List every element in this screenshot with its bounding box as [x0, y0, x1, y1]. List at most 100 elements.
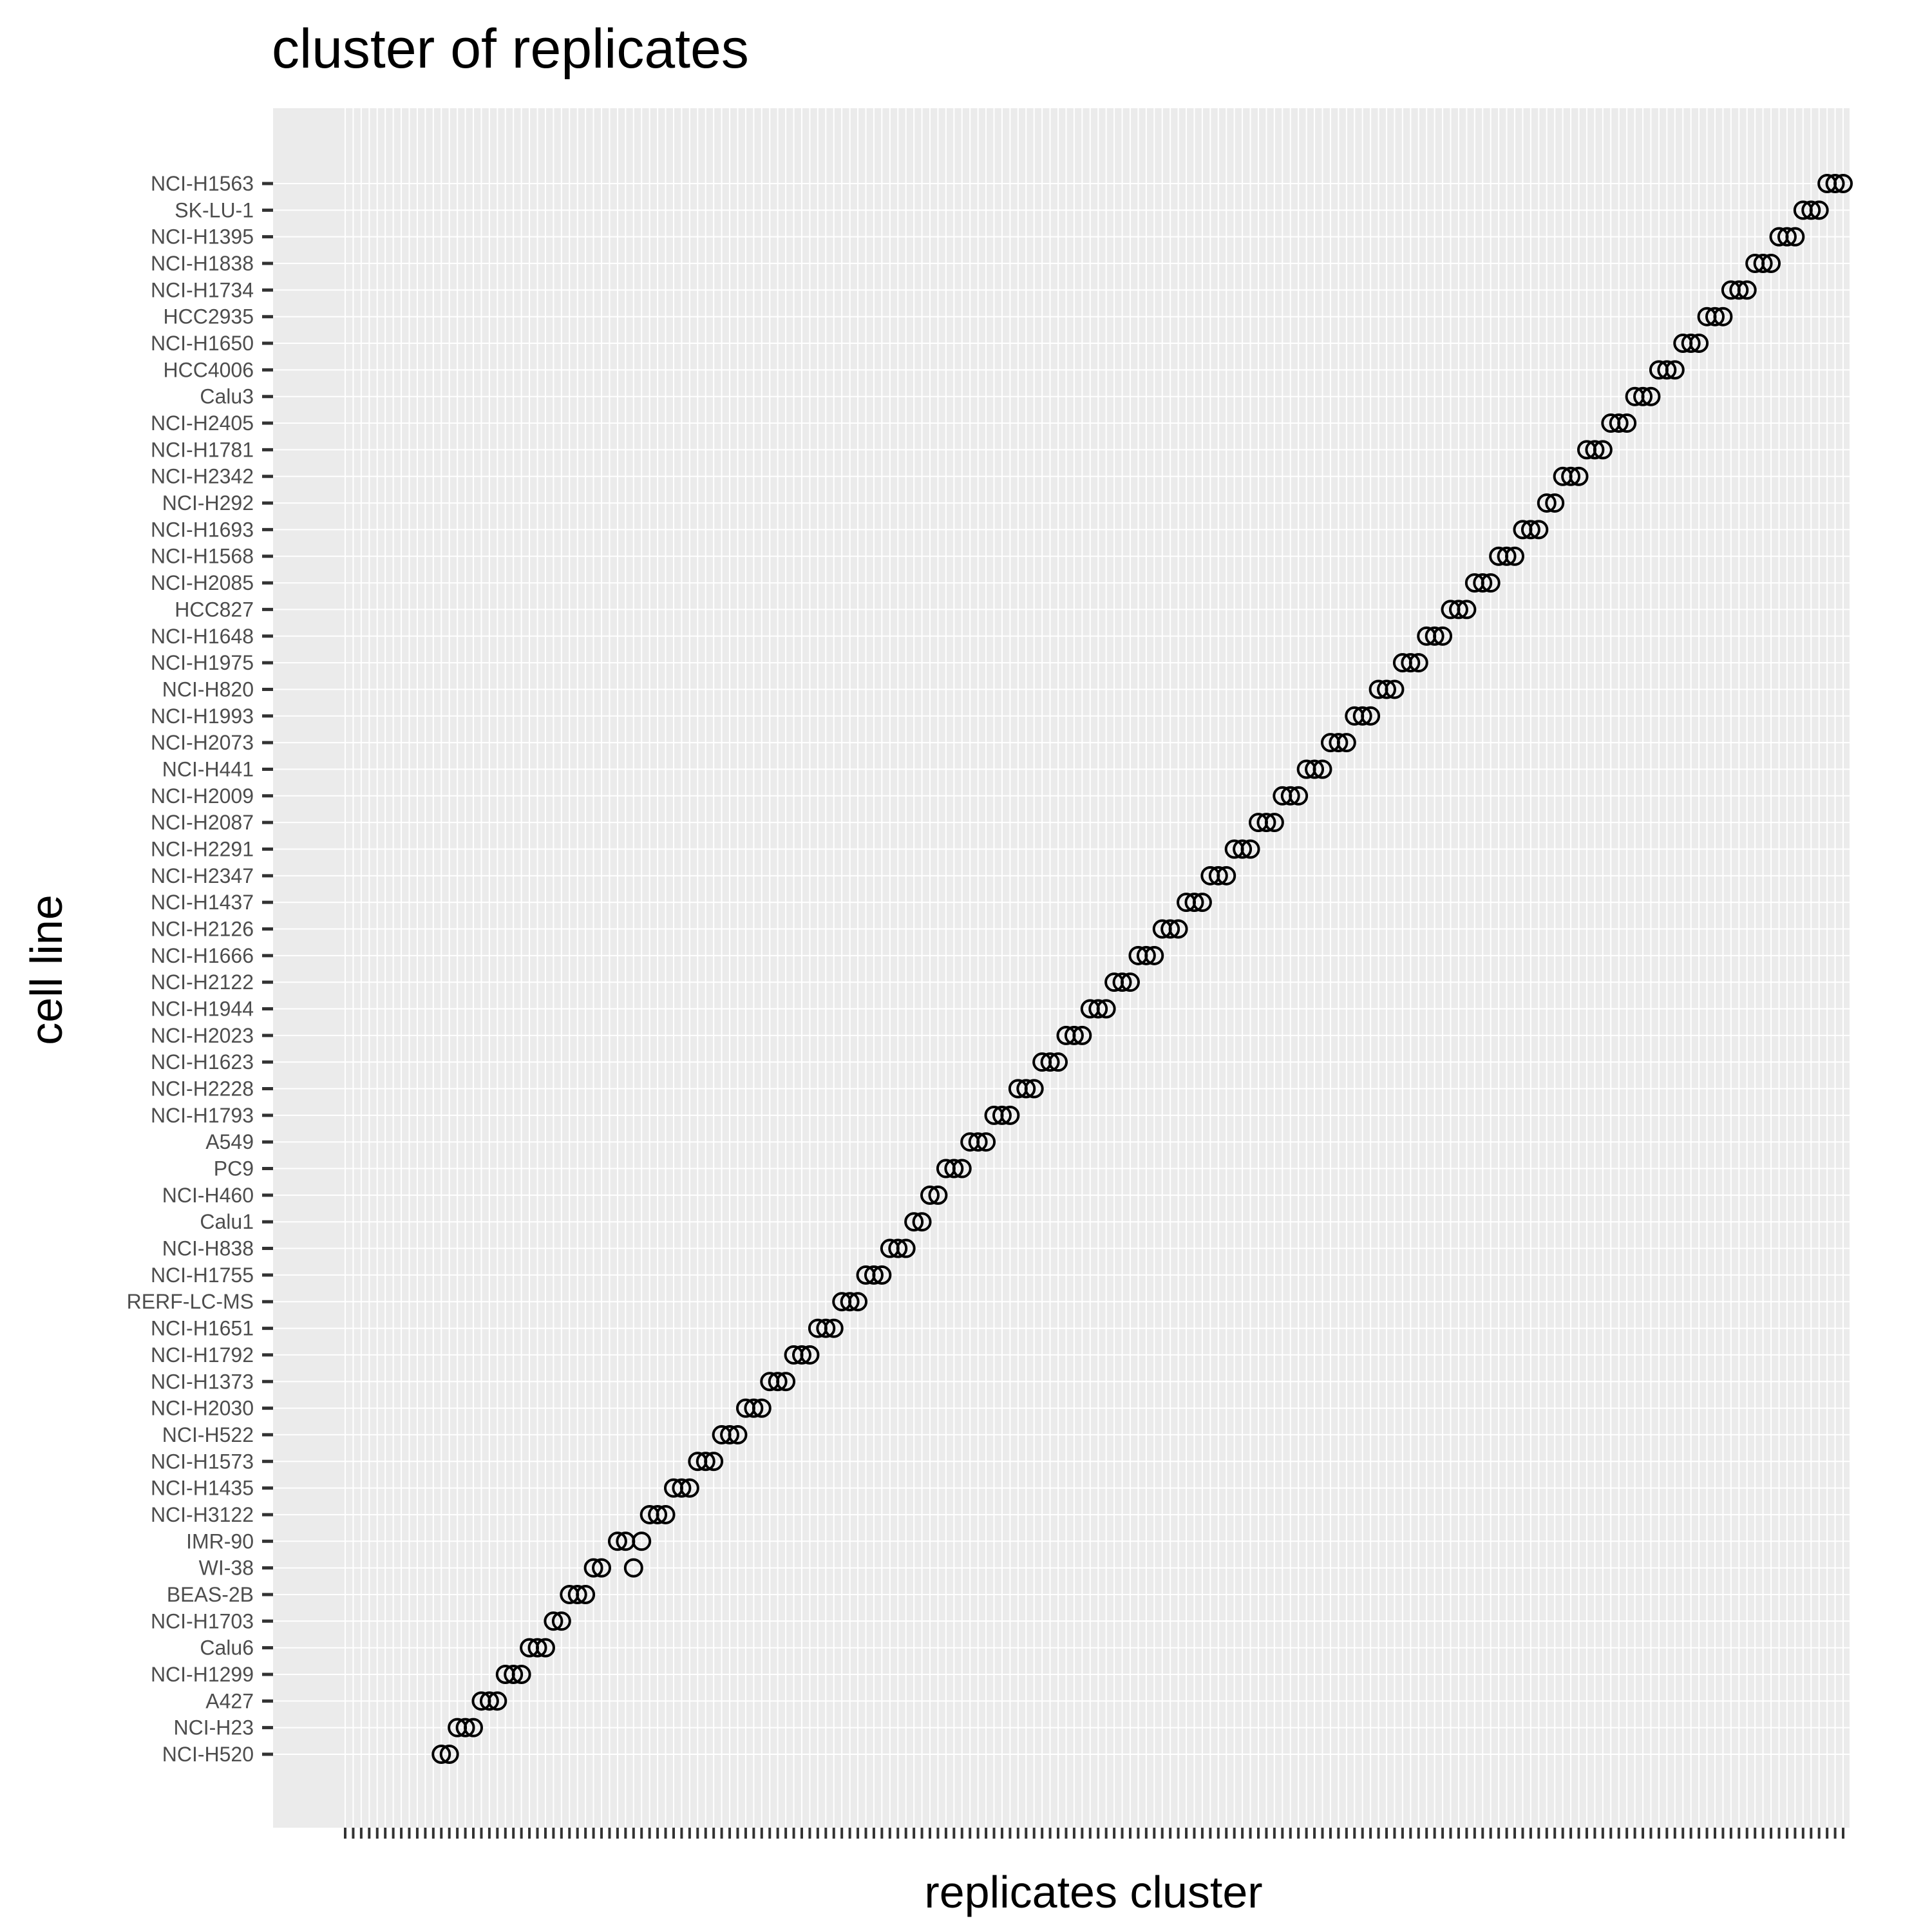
data-point — [1352, 706, 1372, 726]
data-point — [535, 1638, 555, 1658]
data-point — [1809, 200, 1829, 220]
data-point — [976, 1132, 996, 1152]
y-tick-label: NCI-H1703 — [151, 1609, 254, 1633]
data-point — [896, 1238, 916, 1258]
y-tick-label: NCI-H292 — [162, 491, 254, 515]
y-axis: NCI-H1563 SK-LU-1 NCI-H1395 NCI-H1838 NCI-H1… — [127, 172, 273, 1766]
y-tick-label: NCI-H2087 — [151, 811, 254, 834]
data-point — [768, 1372, 788, 1392]
data-point — [696, 1452, 715, 1472]
data-point — [1689, 334, 1709, 354]
data-point — [1561, 466, 1581, 486]
y-tick-label: NCI-H1650 — [151, 332, 254, 355]
data-point — [1569, 466, 1589, 486]
data-point — [1713, 307, 1733, 327]
data-point — [944, 1159, 964, 1179]
y-tick-label: WI-38 — [199, 1557, 254, 1580]
data-point — [791, 1345, 811, 1365]
data-point — [1264, 813, 1284, 833]
y-tick-label: NCI-H520 — [162, 1743, 254, 1766]
data-point — [607, 1531, 627, 1551]
data-point — [1168, 919, 1188, 939]
data-point — [888, 1238, 908, 1258]
chart-title: cluster of replicates — [272, 18, 749, 80]
x-axis-title: replicates cluster — [924, 1867, 1262, 1917]
y-tick-label: NCI-H1395 — [151, 225, 254, 249]
y-tick-label: NCI-H1666 — [151, 944, 254, 967]
y-tick-label: A549 — [205, 1130, 254, 1153]
data-point — [1408, 653, 1428, 673]
y-tick-label: NCI-H1373 — [151, 1370, 254, 1393]
y-tick-label: NCI-H2126 — [151, 917, 254, 940]
y-tick-label: NCI-H1651 — [151, 1317, 254, 1340]
y-tick-label: NCI-H1755 — [151, 1264, 254, 1287]
y-tick-label: NCI-H838 — [162, 1237, 254, 1260]
y-tick-label: NCI-H1993 — [151, 705, 254, 728]
y-tick-label: NCI-H2342 — [151, 465, 254, 488]
y-tick-label: Calu6 — [200, 1636, 254, 1660]
data-point — [816, 1318, 836, 1338]
data-point — [800, 1345, 820, 1365]
data-point — [439, 1745, 459, 1764]
y-tick-label: NCI-H460 — [162, 1184, 254, 1207]
data-point — [1761, 254, 1781, 274]
data-point — [1448, 600, 1468, 620]
data-points — [431, 174, 1853, 1764]
data-point — [455, 1718, 475, 1738]
data-point — [1529, 520, 1549, 540]
data-point — [968, 1132, 988, 1152]
y-tick-label: NCI-H23 — [174, 1716, 254, 1739]
y-tick-label: NCI-H522 — [162, 1423, 254, 1446]
data-point — [1473, 573, 1493, 593]
data-point — [1217, 866, 1236, 886]
data-point — [1833, 174, 1853, 193]
y-tick-label: A427 — [205, 1689, 254, 1712]
y-tick-label: Calu1 — [200, 1210, 254, 1233]
data-point — [952, 1159, 972, 1179]
data-point — [527, 1638, 547, 1658]
data-point — [1192, 893, 1212, 913]
data-point — [864, 1265, 884, 1285]
y-tick-label: NCI-H2023 — [151, 1024, 254, 1047]
data-point — [1233, 839, 1253, 859]
y-tick-label: NCI-H1437 — [151, 891, 254, 914]
data-point — [1705, 307, 1725, 327]
y-tick-label: NCI-H2085 — [151, 571, 254, 594]
data-point — [1457, 600, 1477, 620]
data-point — [1545, 493, 1565, 513]
data-point — [992, 1105, 1012, 1125]
data-point — [840, 1292, 860, 1312]
data-point — [479, 1691, 499, 1711]
data-point — [1240, 839, 1260, 859]
data-point — [1280, 786, 1300, 806]
y-tick-label: HCC2935 — [163, 305, 254, 328]
data-point — [1024, 1079, 1044, 1099]
data-point — [1681, 334, 1701, 354]
grid-lines — [273, 108, 1850, 1828]
y-tick-label: NCI-H820 — [162, 677, 254, 701]
data-point — [1120, 972, 1140, 992]
data-point — [744, 1398, 764, 1418]
y-tick-label: Calu3 — [200, 385, 254, 408]
data-point — [1048, 1052, 1068, 1072]
y-tick-label: NCI-H2073 — [151, 731, 254, 754]
y-tick-label: NCI-H3122 — [151, 1503, 254, 1526]
data-point — [1289, 786, 1309, 806]
data-point — [551, 1611, 571, 1631]
data-point — [504, 1664, 524, 1684]
data-point — [1505, 546, 1525, 566]
data-point — [679, 1478, 699, 1498]
data-point — [1336, 733, 1356, 753]
data-point — [776, 1372, 796, 1392]
data-point — [928, 1185, 948, 1205]
data-point — [1305, 759, 1325, 779]
data-point — [1040, 1052, 1060, 1072]
y-tick-label: NCI-H1568 — [151, 545, 254, 568]
data-point — [752, 1398, 772, 1418]
y-tick-label: NCI-H2122 — [151, 971, 254, 994]
y-tick-label: NCI-H1944 — [151, 998, 254, 1021]
y-tick-label: NCI-H1435 — [151, 1477, 254, 1500]
data-point — [464, 1718, 484, 1738]
data-point — [1072, 1025, 1092, 1045]
